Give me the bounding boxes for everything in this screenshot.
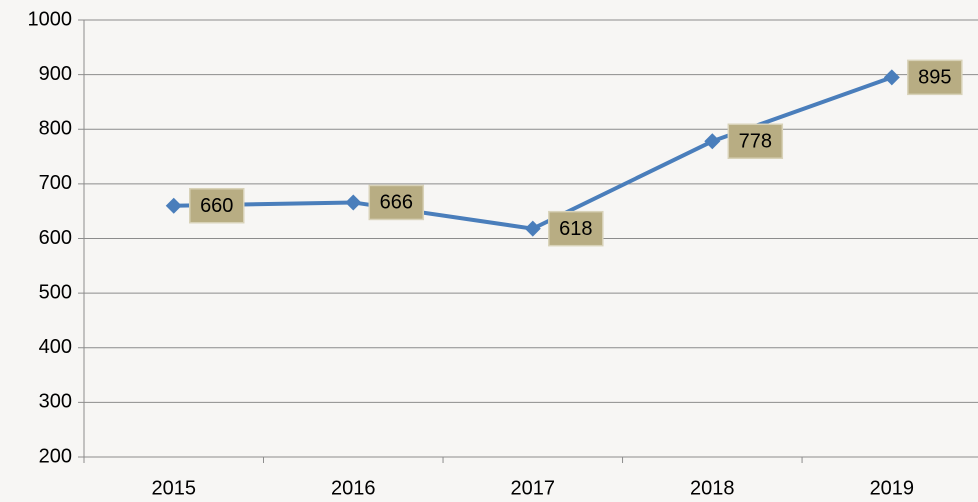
data-label: 778 [739,131,772,153]
y-tick-label: 500 [39,281,72,303]
y-tick-label: 800 [39,118,72,140]
y-tick-label: 600 [39,227,72,249]
data-label: 895 [918,67,951,89]
y-tick-label: 700 [39,172,72,194]
x-tick-label: 2019 [870,477,915,499]
x-tick-label: 2017 [511,477,556,499]
x-tick-label: 2015 [152,477,197,499]
data-label: 618 [559,218,592,240]
y-tick-label: 400 [39,336,72,358]
data-label: 666 [380,192,413,214]
y-tick-label: 300 [39,391,72,413]
y-tick-label: 200 [39,445,72,467]
y-tick-label: 1000 [28,8,73,30]
background [0,0,978,502]
x-tick-label: 2018 [690,477,735,499]
data-label: 660 [200,195,233,217]
chart: 200 300 400 500 600 700 800 900 1000 2015 2016 2017… [0,0,978,502]
x-tick-label: 2016 [331,477,376,499]
page: 200 300 400 500 600 700 800 900 1000 2015 2016 2017… [0,0,978,502]
y-tick-label: 900 [39,63,72,85]
